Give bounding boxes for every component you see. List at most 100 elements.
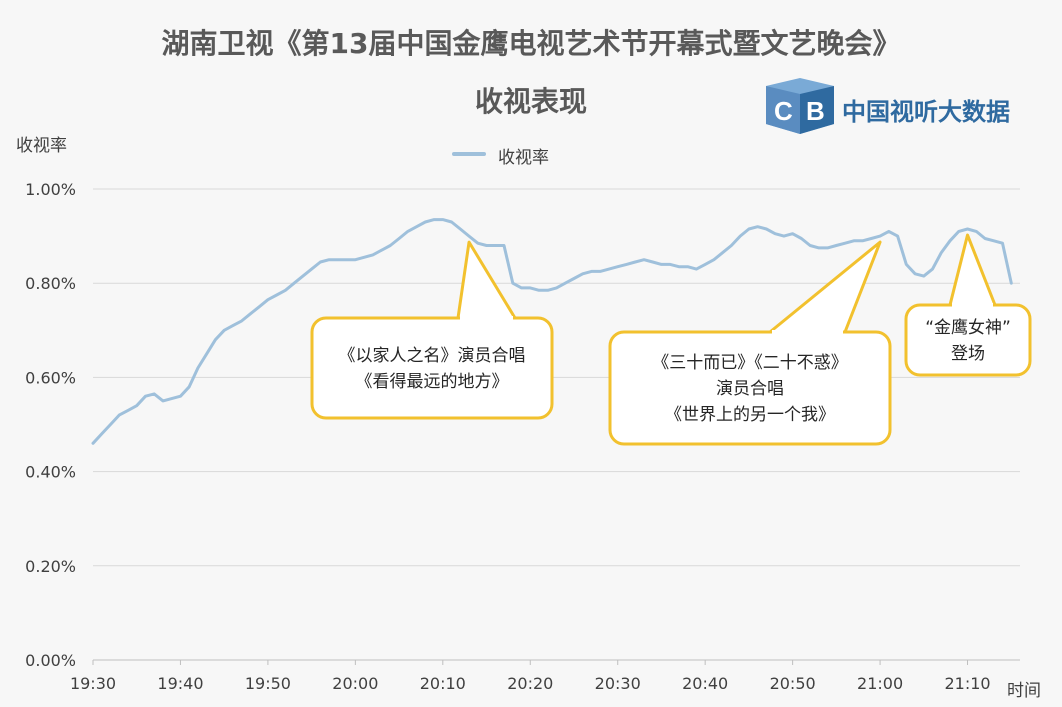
data-point bbox=[337, 259, 339, 261]
callout-text: “金鹰女神” bbox=[925, 318, 1011, 338]
data-point bbox=[590, 270, 593, 273]
data-point bbox=[914, 273, 916, 275]
callout-text: 演员合唱 bbox=[716, 379, 784, 399]
data-point bbox=[835, 244, 837, 247]
data-point bbox=[1010, 282, 1012, 284]
data-point bbox=[582, 273, 584, 275]
data-point bbox=[827, 247, 829, 249]
x-tick-label: 20:20 bbox=[507, 674, 553, 693]
data-point bbox=[800, 237, 802, 240]
callout-text: 《三十而已》《二十不惑》 bbox=[652, 353, 848, 373]
data-point bbox=[870, 237, 872, 240]
data-point bbox=[450, 221, 453, 223]
x-tick-label: 19:40 bbox=[157, 674, 203, 693]
data-point bbox=[687, 266, 689, 268]
data-point bbox=[407, 230, 409, 232]
data-point bbox=[923, 275, 925, 277]
data-point bbox=[555, 287, 558, 289]
data-point bbox=[704, 263, 706, 265]
y-axis-label: 收视率 bbox=[16, 136, 67, 156]
data-point bbox=[931, 268, 934, 270]
data-point bbox=[179, 395, 182, 397]
callout-text: 《以家人之名》演员合唱 bbox=[339, 346, 526, 366]
data-point bbox=[267, 299, 269, 301]
x-tick-label: 21:10 bbox=[944, 674, 990, 693]
data-point bbox=[503, 244, 505, 247]
data-point bbox=[652, 261, 654, 263]
data-point bbox=[162, 400, 164, 402]
y-tick-label: 0.60% bbox=[25, 368, 76, 387]
data-point bbox=[424, 221, 426, 223]
data-point bbox=[389, 244, 391, 247]
x-tick-label: 19:50 bbox=[245, 674, 291, 693]
data-point bbox=[949, 240, 951, 242]
legend-label: 收视率 bbox=[498, 148, 549, 168]
data-point bbox=[599, 270, 601, 273]
data-point bbox=[608, 268, 610, 270]
data-point bbox=[634, 261, 636, 263]
data-point bbox=[494, 244, 496, 247]
data-point bbox=[232, 324, 234, 327]
callout-text: 《看得最远的地方》 bbox=[356, 372, 509, 392]
data-point bbox=[564, 282, 566, 284]
data-point bbox=[363, 256, 365, 258]
data-point bbox=[433, 219, 435, 221]
data-point bbox=[459, 228, 461, 230]
data-point bbox=[792, 233, 794, 235]
data-point bbox=[861, 240, 864, 242]
data-point bbox=[276, 294, 278, 296]
data-point bbox=[730, 244, 733, 247]
data-point bbox=[485, 244, 488, 247]
data-point bbox=[468, 235, 470, 237]
data-point bbox=[258, 306, 260, 308]
data-point bbox=[380, 249, 383, 251]
series-line bbox=[91, 218, 1013, 445]
data-point bbox=[346, 259, 348, 261]
data-point bbox=[678, 266, 680, 268]
data-point bbox=[214, 339, 217, 341]
data-point bbox=[765, 228, 767, 230]
data-point bbox=[853, 240, 855, 242]
y-tick-label: 0.20% bbox=[25, 557, 76, 576]
data-point bbox=[398, 237, 400, 240]
data-point bbox=[783, 235, 785, 237]
chart-title: 湖南卫视《第13届中国金鹰电视艺术节开幕式暨文艺晚会》 bbox=[161, 27, 901, 60]
x-tick-label: 21:00 bbox=[857, 674, 903, 693]
x-axis-label: 时间 bbox=[1007, 681, 1041, 701]
data-point bbox=[940, 251, 942, 254]
data-point bbox=[739, 235, 741, 237]
data-point bbox=[722, 251, 724, 254]
data-point bbox=[905, 263, 907, 265]
legend-swatch bbox=[452, 152, 486, 156]
data-point bbox=[748, 228, 750, 230]
data-point bbox=[529, 287, 531, 289]
data-point bbox=[660, 263, 663, 265]
data-point bbox=[713, 259, 715, 261]
data-point bbox=[547, 289, 549, 291]
data-point bbox=[512, 282, 514, 284]
chart-subtitle: 收视表现 bbox=[474, 85, 587, 118]
callout-box bbox=[608, 330, 892, 446]
data-point bbox=[818, 247, 820, 249]
data-point bbox=[966, 228, 969, 230]
x-tick-label: 19:30 bbox=[70, 674, 116, 693]
data-point bbox=[118, 414, 120, 416]
data-point bbox=[144, 395, 147, 397]
callout-text: 登场 bbox=[951, 344, 985, 364]
data-point bbox=[757, 226, 759, 228]
callout-pointer bbox=[948, 233, 997, 307]
data-point bbox=[101, 433, 103, 435]
data-point bbox=[372, 254, 374, 256]
data-point bbox=[109, 423, 112, 426]
data-point bbox=[415, 226, 418, 228]
data-point bbox=[302, 275, 304, 277]
y-tick-label: 0.40% bbox=[25, 463, 76, 482]
data-point bbox=[477, 242, 479, 244]
y-tick-label: 0.00% bbox=[25, 651, 76, 670]
callout-pointer bbox=[768, 240, 882, 334]
data-point bbox=[809, 244, 811, 247]
data-point bbox=[879, 235, 881, 237]
svg-text:C: C bbox=[774, 96, 793, 126]
data-point bbox=[171, 397, 173, 400]
data-point bbox=[442, 219, 444, 221]
